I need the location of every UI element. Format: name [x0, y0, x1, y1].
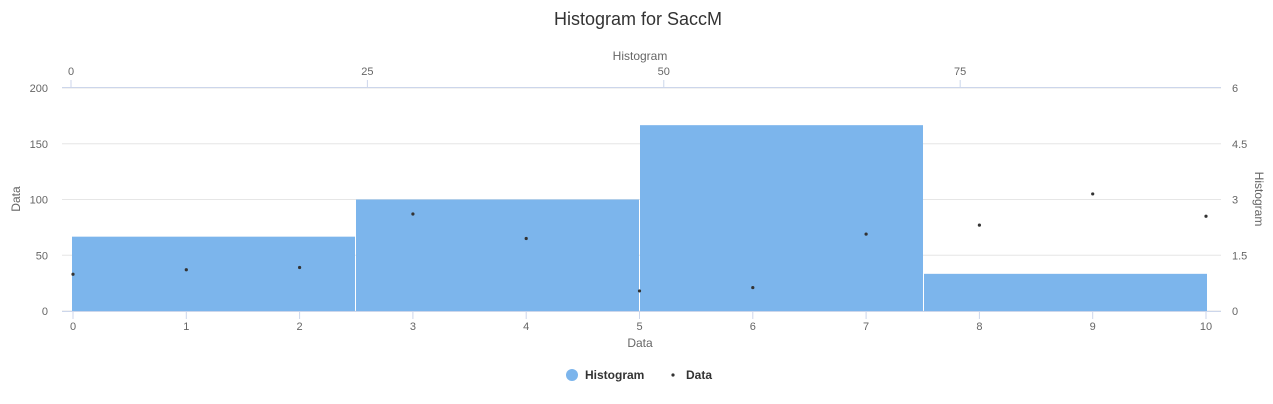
scatter-points — [71, 192, 1208, 293]
legend-histogram-swatch — [566, 369, 578, 381]
x-tick-label-bottom: 0 — [70, 321, 76, 333]
x-tick-label-bottom: 6 — [750, 321, 756, 333]
y-tick-label-right: 3 — [1232, 195, 1238, 207]
y-tick-label-left: 150 — [30, 139, 48, 151]
scatter-point — [298, 265, 302, 270]
chart-title: Histogram for SaccM — [554, 9, 722, 29]
y-tick-label-right: 1.5 — [1232, 250, 1247, 262]
y-tick-label-left: 200 — [30, 83, 48, 95]
y-tick-label-left: 100 — [30, 195, 48, 207]
scatter-point — [977, 223, 982, 227]
y-tick-label-right: 0 — [1232, 306, 1238, 318]
x-axis-title-top: Histogram — [613, 49, 668, 63]
y-axis-title-left: Data — [9, 186, 23, 212]
legend-item-data[interactable]: Data — [671, 368, 712, 382]
x-tick-label-top: 0 — [68, 66, 74, 78]
legend-data-label: Data — [686, 368, 712, 382]
scatter-point — [1204, 214, 1208, 218]
legend-histogram-label: Histogram — [585, 368, 644, 382]
x-tick-label-bottom: 1 — [183, 321, 189, 333]
y-tick-label-right: 6 — [1232, 83, 1238, 95]
scatter-point — [751, 285, 755, 290]
scatter-point — [184, 268, 188, 272]
scatter-point — [71, 272, 75, 276]
histogram-bars — [72, 125, 1207, 312]
x-tick-label-bottom: 5 — [636, 321, 642, 333]
x-axis-title-bottom: Data — [627, 336, 653, 350]
scatter-point — [1091, 192, 1095, 196]
x-tick-label-top: 75 — [954, 66, 966, 78]
x-tick-label-bottom: 4 — [523, 321, 529, 333]
legend-item-histogram[interactable]: Histogram — [566, 368, 644, 382]
histogram-bar — [356, 199, 639, 311]
scatter-point — [524, 236, 528, 241]
scatter-point — [411, 212, 415, 216]
x-tick-label-bottom: 3 — [410, 321, 416, 333]
histogram-bar — [640, 125, 923, 312]
y-tick-label-left: 0 — [42, 306, 48, 318]
scatter-point — [637, 289, 642, 293]
x-tick-label-top: 50 — [658, 66, 670, 78]
histogram-bar — [72, 236, 355, 311]
legend-data-swatch — [671, 373, 675, 377]
y-tick-label-right: 4.5 — [1232, 139, 1247, 151]
x-tick-label-bottom: 8 — [976, 321, 982, 333]
scatter-point — [864, 232, 868, 236]
x-tick-label-bottom: 9 — [1090, 321, 1096, 333]
y-tick-label-left: 50 — [36, 250, 48, 262]
legend: Histogram Data — [566, 368, 712, 382]
x-tick-label-bottom: 2 — [297, 321, 303, 333]
x-tick-label-bottom: 7 — [863, 321, 869, 333]
y-axis-title-right: Histogram — [1252, 172, 1266, 227]
x-tick-label-top: 25 — [361, 66, 373, 78]
histogram-bar — [924, 273, 1207, 311]
x-tick-label-bottom: 10 — [1200, 321, 1212, 333]
